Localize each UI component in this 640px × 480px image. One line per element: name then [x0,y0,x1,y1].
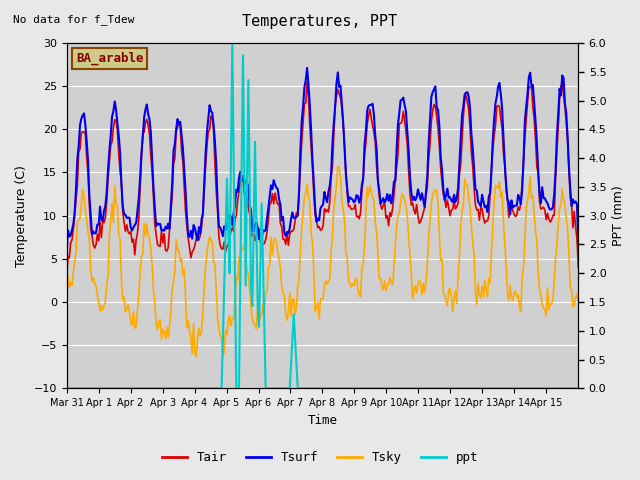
ppt [80,385,88,391]
Tair [572,224,579,230]
Tsurf [327,170,335,176]
Tsurf [429,89,436,95]
Tsky [575,299,582,305]
Tsurf [80,110,88,116]
ppt [96,385,104,391]
Tsurf [572,199,579,204]
Tsky [430,189,438,194]
Line: Tsurf: Tsurf [67,68,579,252]
ppt [228,40,236,46]
ppt [572,385,579,391]
Tair [327,175,335,180]
Tair [63,275,70,280]
Tsky [334,164,342,169]
Tsky [80,193,88,199]
ppt [327,385,335,391]
Tsky [193,354,200,360]
Tsky [573,290,580,296]
Tsurf [303,65,311,71]
ppt [575,385,582,391]
Tsurf [505,199,513,205]
Line: ppt: ppt [67,43,579,388]
ppt [63,385,70,391]
Line: Tsky: Tsky [67,167,579,357]
ppt [429,385,436,391]
Y-axis label: PPT (mm): PPT (mm) [612,185,625,246]
Tair [96,219,104,225]
Tair [505,215,513,220]
Tair [80,130,88,135]
Y-axis label: Temperature (C): Temperature (C) [15,165,28,266]
Tair [429,108,436,114]
Text: BA_arable: BA_arable [76,52,144,65]
X-axis label: Time: Time [307,414,337,427]
Text: No data for f_Tdew: No data for f_Tdew [13,14,134,25]
ppt [505,385,513,391]
Text: Temperatures, PPT: Temperatures, PPT [243,14,397,29]
Legend: Tair, Tsurf, Tsky, ppt: Tair, Tsurf, Tsky, ppt [157,446,483,469]
Tsurf [96,204,104,209]
Tair [303,79,311,85]
Tsurf [575,240,582,246]
Tsky [506,282,514,288]
Tsky [327,248,335,254]
Line: Tair: Tair [67,82,579,277]
Tsky [63,297,70,302]
Tsurf [63,250,70,255]
Tair [575,264,582,270]
Tsky [96,308,104,314]
